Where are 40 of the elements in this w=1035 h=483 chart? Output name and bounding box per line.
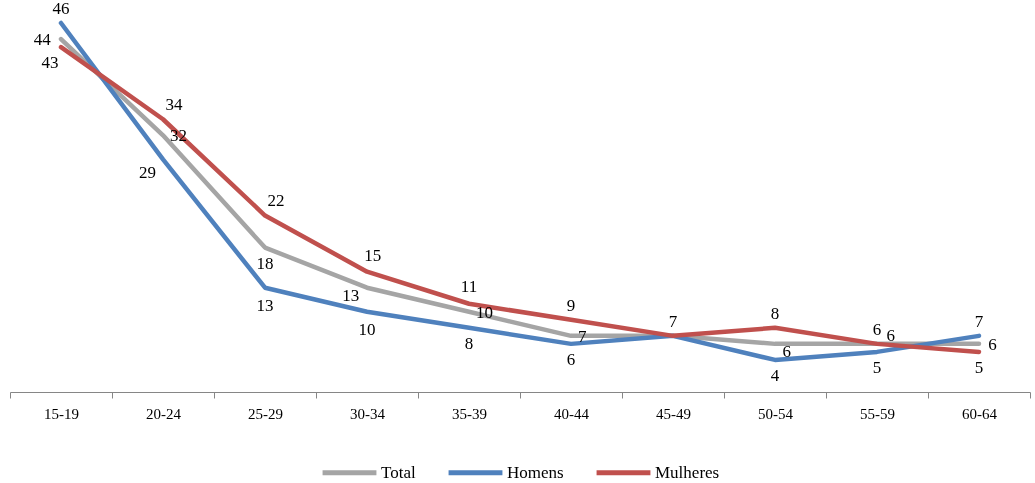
data-label: 7	[578, 326, 588, 346]
data-label: 5	[872, 357, 882, 377]
data-label: 29	[139, 162, 157, 182]
data-label: 8	[464, 333, 474, 353]
data-label: 10	[476, 302, 494, 322]
data-label: 18	[256, 253, 274, 273]
data-label: 9	[566, 295, 576, 315]
data-label: 13	[256, 296, 274, 316]
x-tick-label: 50-54	[758, 405, 794, 422]
legend-label: Homens	[507, 462, 564, 482]
data-label: 5	[974, 357, 984, 377]
data-label: 46	[52, 0, 70, 18]
x-tick-label: 60-64	[962, 405, 998, 422]
data-label: 6	[988, 334, 997, 354]
x-tick-label: 45-49	[656, 405, 691, 422]
data-label: 8	[770, 303, 780, 323]
x-tick-label: 25-29	[248, 405, 283, 422]
x-tick-label: 15-19	[44, 405, 79, 422]
data-label: 43	[41, 53, 59, 73]
data-label: 22	[267, 191, 285, 211]
x-tick-label: 30-34	[350, 405, 386, 422]
data-label: 6	[872, 319, 882, 339]
data-label: 11	[460, 277, 478, 297]
data-label: 4	[770, 365, 780, 385]
legend-label: Total	[381, 462, 416, 482]
data-label: 6	[886, 326, 895, 346]
data-label: 7	[974, 311, 984, 331]
x-tick-label: 55-59	[860, 405, 895, 422]
x-tick-label: 35-39	[452, 405, 487, 422]
x-tick-label: 20-24	[146, 405, 182, 422]
data-label: 10	[358, 320, 376, 340]
data-label: 6	[782, 342, 791, 362]
data-label: 44	[33, 30, 52, 50]
data-label: 7	[668, 311, 678, 331]
data-label: 34	[165, 95, 183, 115]
data-label: 6	[566, 349, 576, 369]
data-label: 15	[364, 245, 382, 265]
legend-label: Mulheres	[655, 462, 720, 482]
x-tick-label: 40-44	[554, 405, 590, 422]
data-label: 13	[342, 286, 360, 306]
